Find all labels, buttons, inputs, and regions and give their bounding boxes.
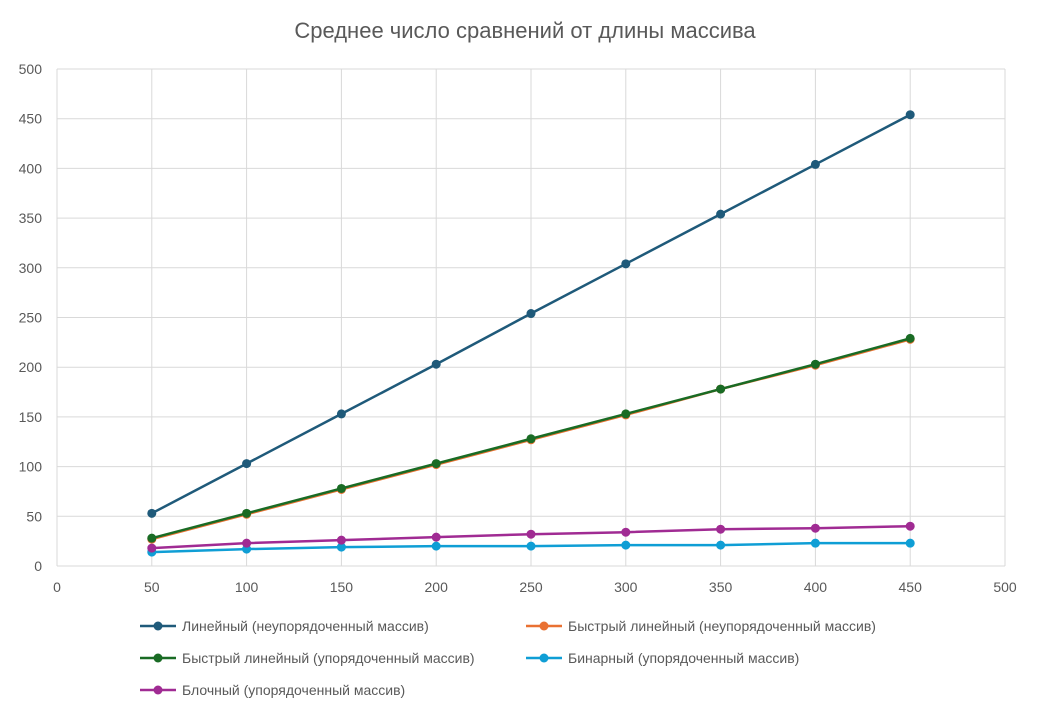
data-point	[526, 434, 536, 444]
data-point	[431, 541, 441, 551]
x-tick-label: 250	[519, 579, 543, 595]
legend-item: Блочный (упорядоченный массив)	[140, 682, 405, 698]
data-point	[242, 508, 252, 518]
data-point	[336, 542, 346, 552]
data-point	[336, 535, 346, 545]
data-point	[242, 538, 252, 548]
y-tick-label: 100	[19, 459, 43, 475]
data-point	[336, 483, 346, 493]
data-point	[147, 533, 157, 543]
series-3	[147, 333, 915, 543]
data-point	[621, 409, 631, 419]
data-point	[810, 523, 820, 533]
y-tick-label: 150	[19, 409, 43, 425]
legend-swatch-marker	[539, 653, 549, 663]
x-tick-label: 100	[235, 579, 259, 595]
y-tick-label: 250	[19, 310, 43, 326]
data-point	[431, 459, 441, 469]
legend-item: Бинарный (упорядоченный массив)	[526, 650, 799, 666]
y-tick-label: 500	[19, 61, 43, 77]
data-point	[716, 540, 726, 550]
data-point	[147, 508, 157, 518]
x-tick-label: 350	[709, 579, 733, 595]
data-point	[526, 529, 536, 539]
x-tick-label: 50	[144, 579, 160, 595]
y-tick-label: 200	[19, 359, 43, 375]
data-point	[336, 409, 346, 419]
x-tick-label: 400	[804, 579, 828, 595]
data-point	[810, 538, 820, 548]
data-point	[621, 527, 631, 537]
legend-swatch-marker	[153, 621, 163, 631]
y-tick-label: 450	[19, 111, 43, 127]
y-tick-label: 350	[19, 210, 43, 226]
legend-label: Блочный (упорядоченный массив)	[182, 682, 405, 698]
data-point	[905, 333, 915, 343]
legend-label: Быстрый линейный (неупорядоченный массив…	[568, 618, 876, 634]
y-tick-label: 50	[26, 508, 42, 524]
data-point	[431, 359, 441, 369]
series-lines	[147, 110, 915, 557]
series-5	[147, 521, 915, 553]
data-point	[810, 359, 820, 369]
legend-label: Быстрый линейный (упорядоченный массив)	[182, 650, 475, 666]
legend: Линейный (неупорядоченный массив) Быстрый…	[140, 618, 876, 698]
legend-swatch-marker	[539, 621, 549, 631]
y-tick-label: 0	[34, 558, 42, 574]
data-point	[905, 538, 915, 548]
legend-label: Линейный (неупорядоченный массив)	[182, 618, 429, 634]
legend-swatch-marker	[153, 653, 163, 663]
data-point	[621, 540, 631, 550]
legend-item: Линейный (неупорядоченный массив)	[140, 618, 429, 634]
series-1	[147, 110, 915, 518]
legend-item: Быстрый линейный (упорядоченный массив)	[140, 650, 475, 666]
y-tick-label: 400	[19, 160, 43, 176]
x-tick-label: 200	[425, 579, 449, 595]
data-point	[716, 524, 726, 534]
data-point	[716, 209, 726, 219]
chart-title: Среднее число сравнений от длины массива	[294, 18, 756, 43]
data-point	[526, 309, 536, 319]
x-tick-label: 0	[53, 579, 61, 595]
data-point	[147, 543, 157, 553]
data-point	[905, 110, 915, 120]
data-point	[242, 459, 252, 469]
x-tick-label: 500	[993, 579, 1017, 595]
x-tick-label: 150	[330, 579, 354, 595]
data-point	[716, 384, 726, 394]
data-point	[810, 159, 820, 169]
x-tick-label: 450	[899, 579, 923, 595]
legend-label: Бинарный (упорядоченный массив)	[568, 650, 799, 666]
series-4	[147, 538, 915, 557]
data-point	[526, 541, 536, 551]
axis-ticks: 0 50 100 150 200 250 300 350 400 450 500 0 50 100 150 2…	[19, 61, 1017, 595]
y-tick-label: 300	[19, 260, 43, 276]
data-point	[621, 259, 631, 269]
x-tick-label: 300	[614, 579, 638, 595]
legend-swatch-marker	[153, 685, 163, 695]
data-point	[905, 521, 915, 531]
data-point	[431, 532, 441, 542]
legend-item: Быстрый линейный (неупорядоченный массив…	[526, 618, 876, 634]
